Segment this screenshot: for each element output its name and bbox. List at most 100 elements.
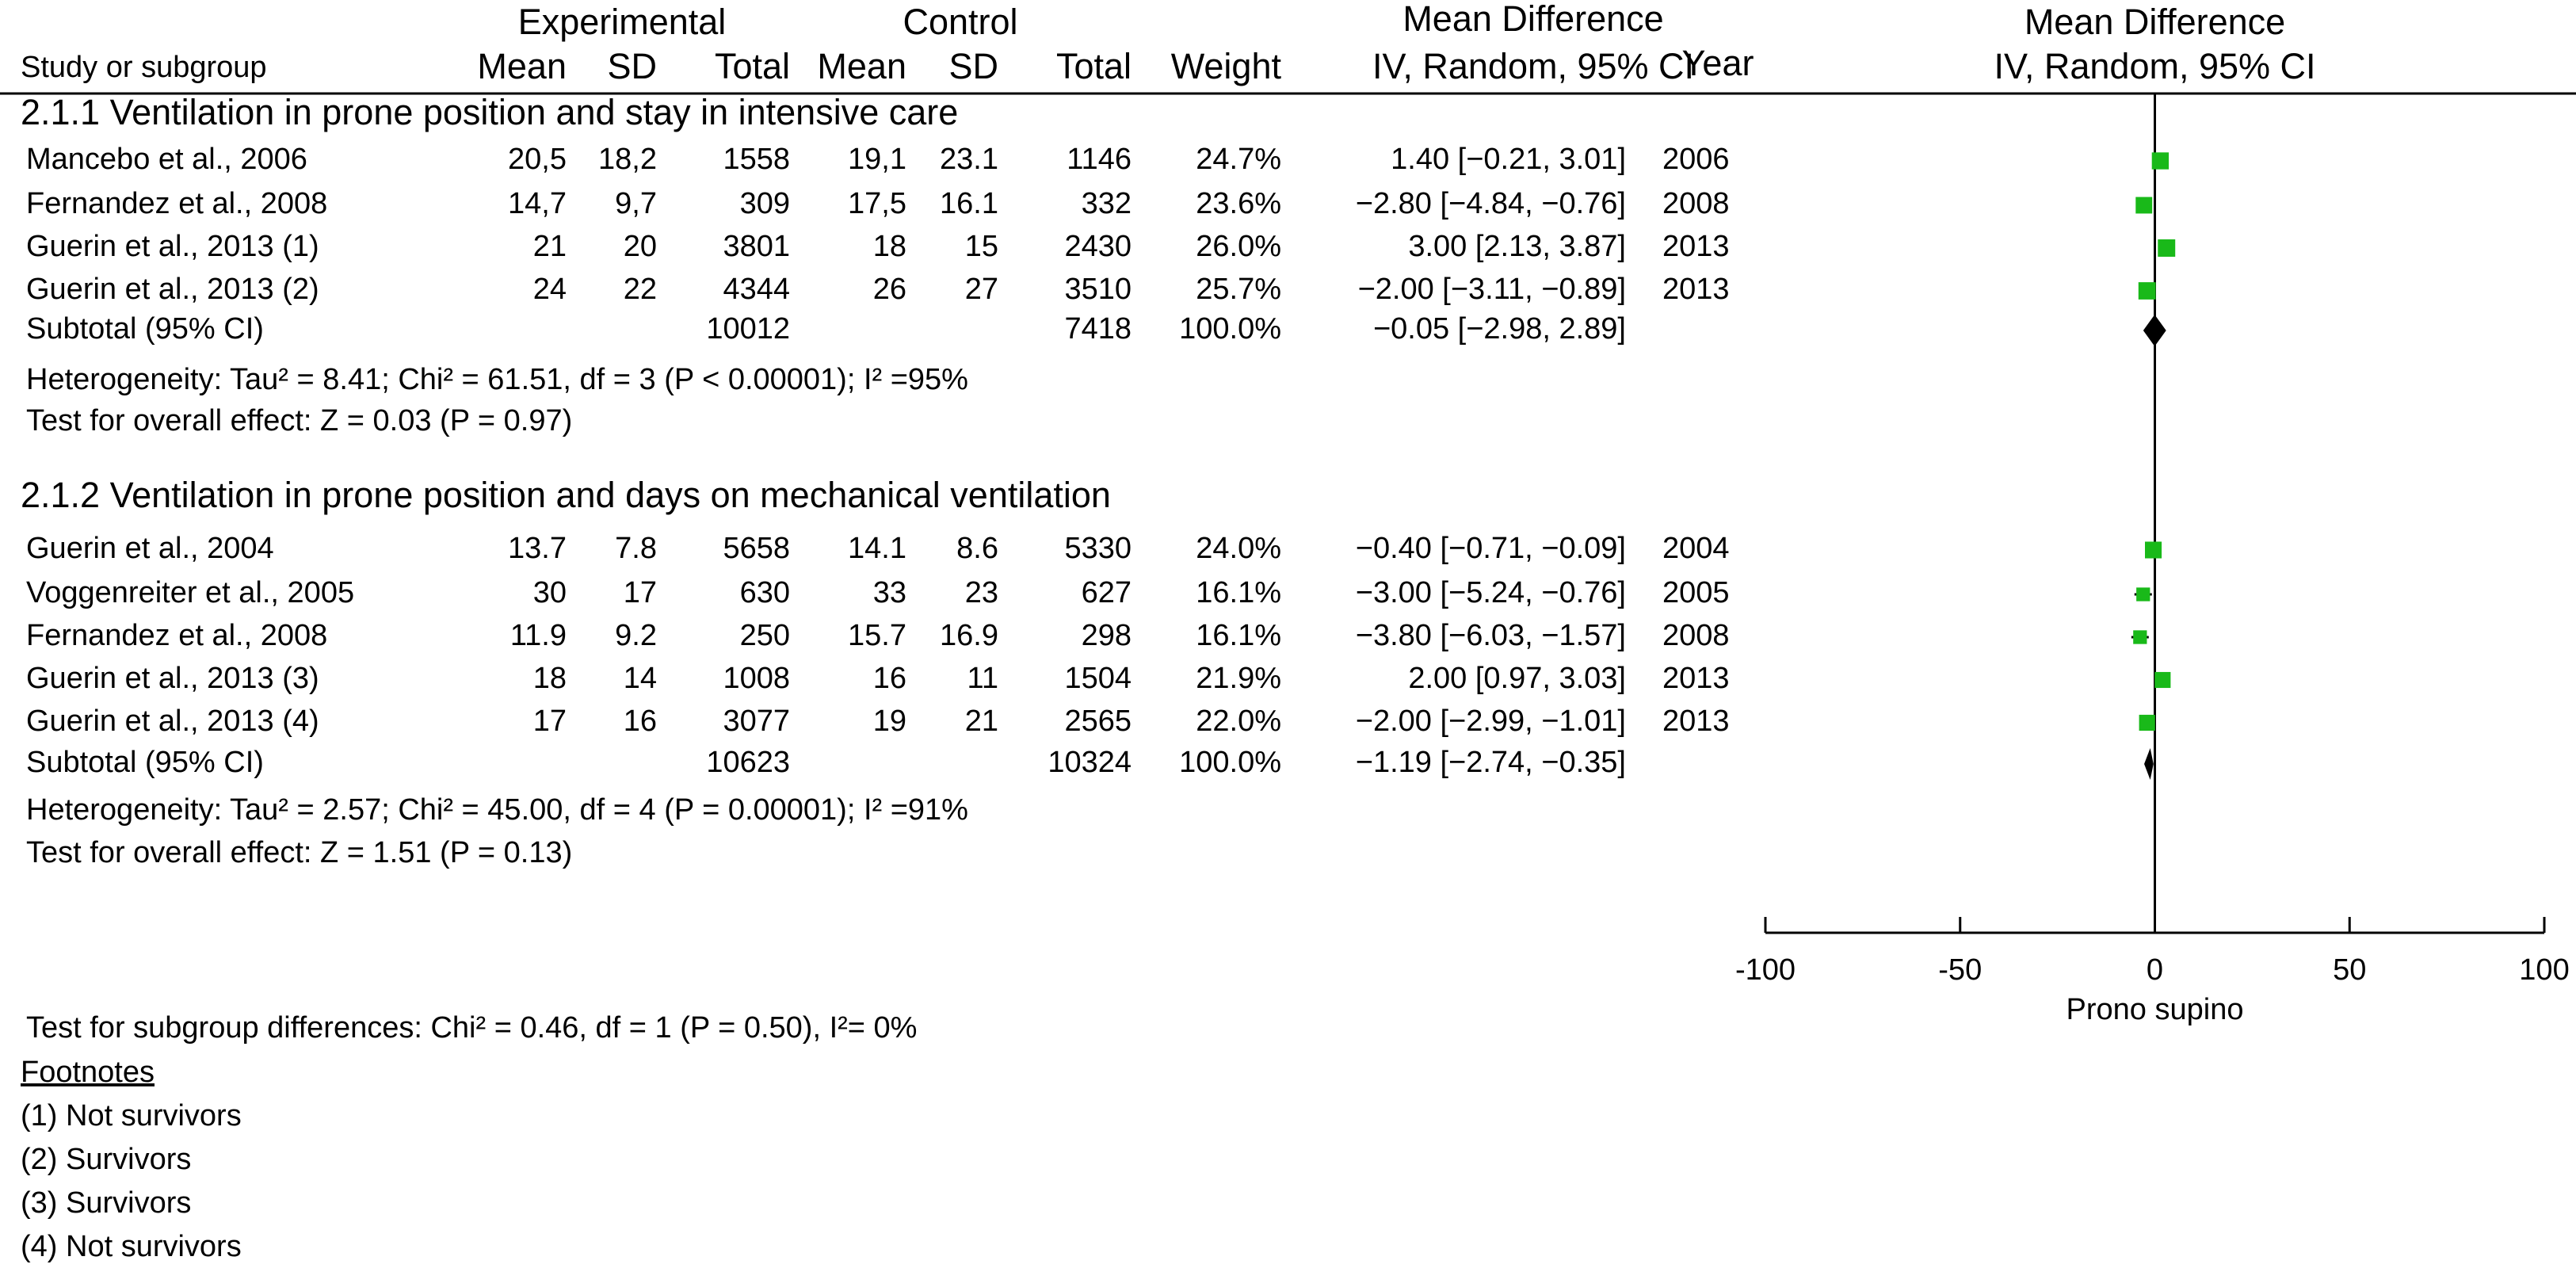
subgroup-title: 2.1.1 Ventilation in prone position and … bbox=[21, 92, 958, 132]
heterogeneity: Heterogeneity: Tau² = 2.57; Chi² = 45.00… bbox=[26, 793, 968, 827]
plot-header: Mean Difference bbox=[2025, 2, 2285, 42]
study-marker bbox=[2145, 541, 2162, 559]
subtotal-total: 10324 bbox=[1048, 746, 1132, 779]
column-header: Mean bbox=[477, 46, 567, 86]
study-cell: 18 bbox=[533, 662, 567, 695]
study-marker bbox=[2136, 587, 2150, 602]
study-weight: 16.1% bbox=[1196, 619, 1281, 652]
study-weight: 16.1% bbox=[1196, 576, 1281, 609]
subtotal-name: Subtotal (95% CI) bbox=[26, 312, 264, 346]
study-name: Guerin et al., 2013 (2) bbox=[26, 273, 319, 306]
study-cell: 22 bbox=[624, 273, 657, 306]
study-cell: 250 bbox=[740, 619, 790, 652]
study-cell: 1146 bbox=[1067, 143, 1132, 176]
header-year: Year bbox=[1682, 43, 1754, 83]
study-cell: 23 bbox=[965, 576, 998, 609]
x-tick-label: -50 bbox=[1938, 953, 1982, 987]
subtotal-total: 10012 bbox=[706, 312, 790, 346]
study-cell: 14,7 bbox=[508, 187, 567, 220]
study-cell: 23.1 bbox=[940, 143, 998, 176]
study-marker bbox=[2151, 152, 2170, 170]
study-cell: 3077 bbox=[723, 705, 790, 738]
study-marker bbox=[2138, 282, 2156, 300]
subtotal-weight: 100.0% bbox=[1179, 312, 1281, 346]
study-cell: 19,1 bbox=[848, 143, 906, 176]
study-cell: 16 bbox=[873, 662, 906, 695]
subtotal-name: Subtotal (95% CI) bbox=[26, 746, 264, 779]
study-weight: 23.6% bbox=[1196, 187, 1281, 220]
study-year: 2005 bbox=[1662, 576, 1730, 609]
study-year: 2008 bbox=[1662, 187, 1730, 220]
study-weight: 24.7% bbox=[1196, 143, 1281, 176]
study-cell: 627 bbox=[1082, 576, 1132, 609]
study-weight: 24.0% bbox=[1196, 532, 1281, 565]
footnotes-title: Footnotes bbox=[21, 1056, 155, 1089]
study-cell: 1008 bbox=[723, 662, 790, 695]
column-header: Total bbox=[1056, 46, 1132, 86]
x-tick-label: 100 bbox=[2519, 953, 2569, 987]
study-cell: 19 bbox=[873, 705, 906, 738]
study-year: 2013 bbox=[1662, 705, 1730, 738]
column-header: SD bbox=[607, 46, 657, 86]
study-cell: 332 bbox=[1082, 187, 1132, 220]
header-control: Control bbox=[903, 2, 1017, 42]
study-weight: 25.7% bbox=[1196, 273, 1281, 306]
study-cell: 14 bbox=[624, 662, 657, 695]
study-year: 2006 bbox=[1662, 143, 1730, 176]
x-axis-label: Prono supino bbox=[2067, 993, 2244, 1026]
footnote: (1) Not survivors bbox=[21, 1099, 242, 1132]
study-cell: 9,7 bbox=[615, 187, 657, 220]
study-cell: 3801 bbox=[723, 230, 790, 263]
study-cell: 298 bbox=[1082, 619, 1132, 652]
x-tick-label: -100 bbox=[1735, 953, 1796, 987]
study-name: Mancebo et al., 2006 bbox=[26, 143, 307, 176]
x-tick-label: 50 bbox=[2333, 953, 2366, 987]
study-weight: 22.0% bbox=[1196, 705, 1281, 738]
column-header: SD bbox=[948, 46, 998, 86]
header-weight: Weight bbox=[1171, 46, 1282, 86]
footnote: (2) Survivors bbox=[21, 1143, 191, 1176]
study-name: Guerin et al., 2013 (3) bbox=[26, 662, 319, 695]
footnote: (4) Not survivors bbox=[21, 1230, 242, 1263]
study-cell: 15 bbox=[965, 230, 998, 263]
study-ci: −2.00 [−3.11, −0.89] bbox=[1358, 273, 1626, 306]
study-cell: 30 bbox=[533, 576, 567, 609]
footnote: (3) Survivors bbox=[21, 1186, 191, 1220]
study-ci: 2.00 [0.97, 3.03] bbox=[1408, 662, 1626, 695]
study-marker bbox=[2133, 630, 2147, 644]
study-ci: −3.80 [−6.03, −1.57] bbox=[1356, 619, 1626, 652]
study-cell: 11.9 bbox=[510, 619, 567, 652]
study-ci: −0.40 [−0.71, −0.09] bbox=[1356, 532, 1626, 565]
study-cell: 2430 bbox=[1064, 230, 1132, 263]
subgroup-test: Test for subgroup differences: Chi² = 0.… bbox=[26, 1011, 917, 1045]
study-cell: 17 bbox=[624, 576, 657, 609]
study-marker bbox=[2135, 197, 2153, 214]
study-marker bbox=[2154, 671, 2171, 689]
study-weight: 21.9% bbox=[1196, 662, 1281, 695]
study-cell: 20 bbox=[624, 230, 657, 263]
study-year: 2008 bbox=[1662, 619, 1730, 652]
study-cell: 21 bbox=[965, 705, 998, 738]
study-cell: 309 bbox=[740, 187, 790, 220]
header-effect: IV, Random, 95% CI bbox=[1372, 46, 1694, 86]
plot-header: IV, Random, 95% CI bbox=[1994, 46, 2315, 86]
overall-effect: Test for overall effect: Z = 1.51 (P = 0… bbox=[26, 836, 572, 869]
study-year: 2013 bbox=[1662, 662, 1730, 695]
study-cell: 27 bbox=[965, 273, 998, 306]
study-weight: 26.0% bbox=[1196, 230, 1281, 263]
study-ci: 3.00 [2.13, 3.87] bbox=[1408, 230, 1626, 263]
column-header: Mean bbox=[817, 46, 906, 86]
heterogeneity: Heterogeneity: Tau² = 8.41; Chi² = 61.51… bbox=[26, 363, 968, 396]
study-cell: 630 bbox=[740, 576, 790, 609]
study-cell: 16.9 bbox=[940, 619, 998, 652]
study-cell: 2565 bbox=[1064, 705, 1132, 738]
study-marker bbox=[2158, 239, 2176, 257]
study-name: Guerin et al., 2013 (1) bbox=[26, 230, 319, 263]
study-cell: 11 bbox=[967, 662, 998, 695]
study-cell: 16.1 bbox=[940, 187, 998, 220]
column-header: Total bbox=[715, 46, 790, 86]
subtotal-total: 7418 bbox=[1064, 312, 1132, 346]
study-ci: 1.40 [−0.21, 3.01] bbox=[1391, 143, 1626, 176]
